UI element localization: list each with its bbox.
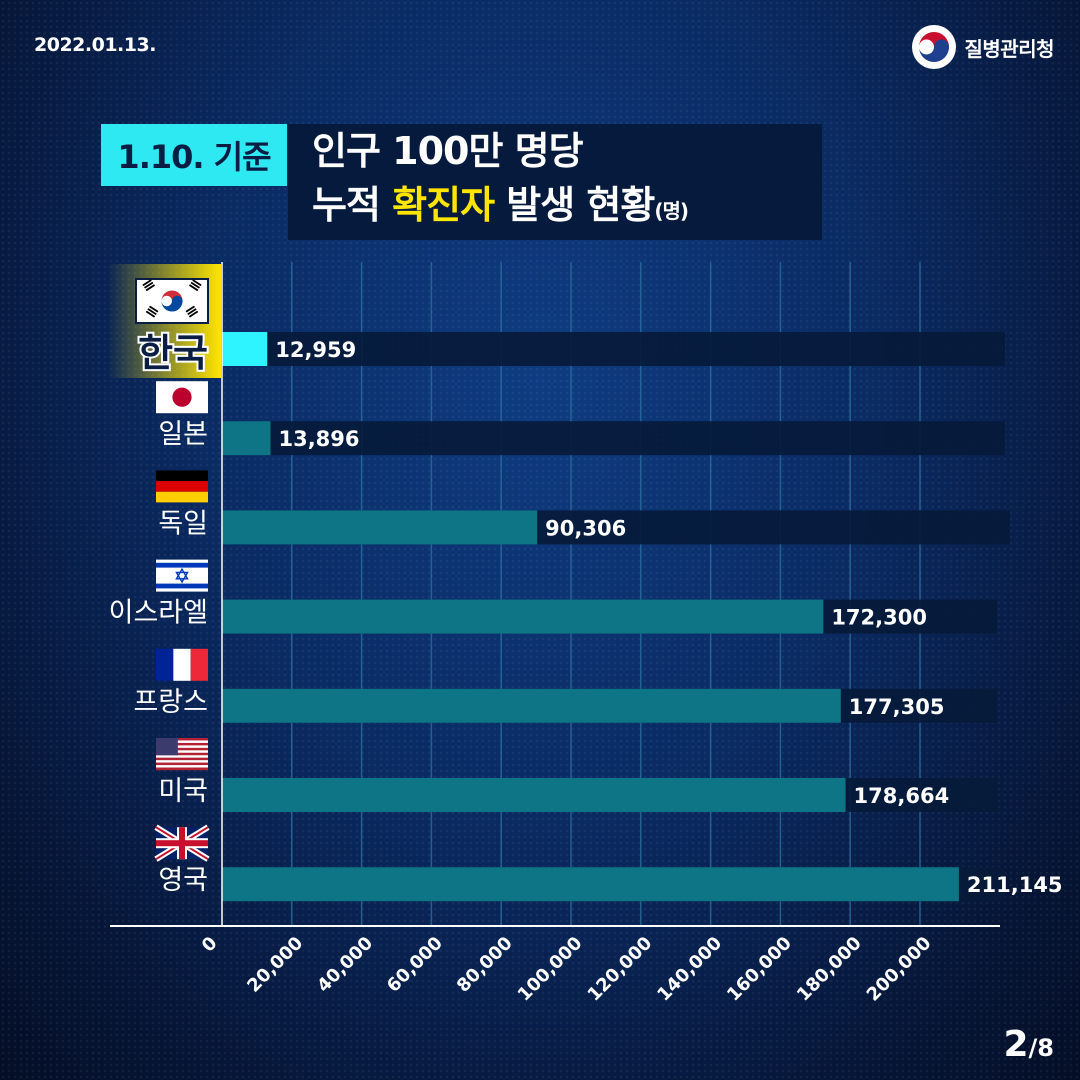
x-tick-label: 20,000 bbox=[243, 933, 307, 997]
chart-title: 인구 100만 명당 누적 확진자 발생 현황(명) bbox=[288, 124, 822, 240]
x-tick-label: 180,000 bbox=[793, 933, 866, 1006]
category-label: 독일 bbox=[158, 508, 208, 539]
x-tick-label: 60,000 bbox=[383, 933, 447, 997]
data-label: 172,300 bbox=[831, 606, 927, 630]
page-current: 2 bbox=[1003, 1024, 1029, 1065]
data-label: 178,664 bbox=[854, 784, 950, 808]
x-tick-label: 140,000 bbox=[653, 933, 726, 1006]
data-label: 13,896 bbox=[278, 427, 359, 451]
date-label: 2022.01.13. bbox=[34, 34, 156, 56]
israel-flag-icon bbox=[156, 559, 208, 592]
bar bbox=[222, 599, 824, 634]
reference-date-tag: 1.10. 기준 bbox=[101, 124, 287, 186]
page-total: /8 bbox=[1028, 1034, 1054, 1062]
usa-flag-icon bbox=[156, 738, 208, 771]
category-label: 한국 bbox=[138, 331, 208, 375]
japan-flag-icon bbox=[156, 381, 208, 414]
category-label: 프랑스 bbox=[133, 687, 208, 718]
germany-flag-icon bbox=[156, 470, 208, 503]
category-label: 미국 bbox=[158, 776, 208, 807]
title-line-2: 누적 확진자 발생 현황(명) bbox=[312, 178, 822, 238]
x-tick-label: 100,000 bbox=[514, 933, 587, 1006]
bar bbox=[222, 688, 841, 723]
data-label: 12,959 bbox=[275, 338, 356, 362]
page-indicator: 2/8 bbox=[1003, 1024, 1054, 1065]
title-highlight: 확진자 bbox=[392, 183, 495, 227]
x-tick-label: 160,000 bbox=[723, 933, 796, 1006]
title-line-1: 인구 100만 명당 bbox=[312, 129, 584, 173]
data-label: 177,305 bbox=[849, 695, 945, 719]
bar bbox=[222, 332, 268, 366]
bar bbox=[222, 421, 271, 456]
bar bbox=[222, 510, 538, 545]
bar bbox=[222, 778, 846, 812]
org-name: 질병관리청 bbox=[964, 36, 1055, 61]
data-label: 211,145 bbox=[967, 873, 1063, 897]
bar bbox=[222, 867, 959, 902]
category-label: 영국 bbox=[158, 865, 208, 896]
title-line-2-suffix: 발생 현황 bbox=[494, 183, 655, 227]
x-tick-label: 200,000 bbox=[863, 933, 936, 1006]
org-logo: 질병관리청 bbox=[911, 24, 1055, 70]
x-tick-label: 0 bbox=[198, 933, 222, 957]
data-label: 90,306 bbox=[545, 516, 626, 540]
korea-flag-icon bbox=[135, 278, 209, 324]
x-tick-label: 80,000 bbox=[453, 933, 517, 997]
bar-track bbox=[222, 332, 1005, 366]
taegeuk-logo-icon bbox=[911, 25, 956, 69]
category-label: 일본 bbox=[158, 419, 208, 450]
bar-track bbox=[222, 421, 1005, 456]
uk-flag-icon bbox=[154, 824, 210, 862]
category-label: 이스라엘 bbox=[109, 598, 208, 629]
x-tick-label: 40,000 bbox=[313, 933, 377, 997]
title-unit: (명) bbox=[654, 199, 689, 223]
x-tick-label: 120,000 bbox=[584, 933, 657, 1006]
title-line-2-prefix: 누적 bbox=[312, 183, 393, 227]
france-flag-icon bbox=[156, 648, 208, 681]
